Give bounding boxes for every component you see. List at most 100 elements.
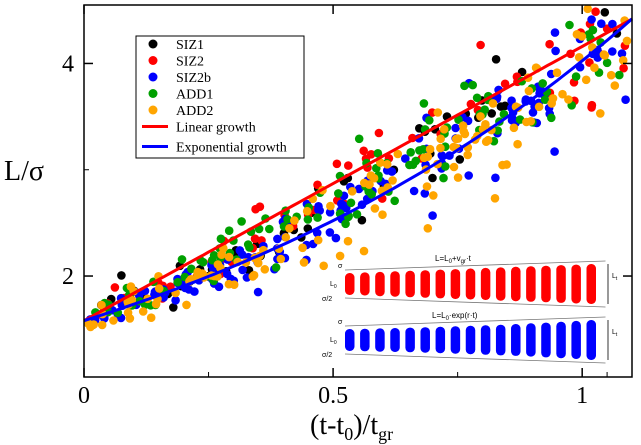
data-point-add2 bbox=[483, 135, 493, 145]
data-point-add2 bbox=[618, 56, 628, 65]
data-point-add2 bbox=[335, 251, 345, 261]
data-point-siz2b bbox=[273, 234, 282, 244]
data-point-add1 bbox=[439, 173, 448, 183]
data-point-siz2b bbox=[171, 296, 180, 305]
data-point-add2 bbox=[359, 246, 369, 256]
legend-marker-add1 bbox=[148, 89, 158, 98]
data-point-siz2 bbox=[344, 161, 353, 170]
data-point-add2 bbox=[509, 123, 519, 133]
data-point-add1 bbox=[565, 20, 574, 30]
data-point-add1 bbox=[346, 198, 356, 208]
data-point-siz2b bbox=[428, 211, 437, 220]
linear-row-L0-label: L0 bbox=[330, 281, 337, 290]
inset-linear-formula-end: ·t bbox=[466, 254, 472, 263]
legend-marker-add2 bbox=[148, 105, 158, 115]
exp-row-envelope-bottom bbox=[344, 353, 606, 364]
data-point-siz2 bbox=[250, 234, 260, 243]
data-point-add2 bbox=[524, 86, 534, 96]
exp-row-bar bbox=[450, 326, 461, 354]
legend-label-add2: ADD2 bbox=[176, 104, 213, 119]
data-point-siz2b bbox=[608, 19, 617, 29]
data-point-add2 bbox=[583, 4, 592, 14]
data-point-siz2 bbox=[332, 159, 342, 169]
data-point-add2 bbox=[125, 314, 135, 323]
data-point-add2 bbox=[319, 261, 329, 271]
exp-row-L0-sub: 0 bbox=[334, 340, 337, 346]
data-point-add2 bbox=[360, 178, 369, 188]
data-point-add1 bbox=[283, 215, 292, 224]
axis-ticks: 0 0.5 1 2 4 bbox=[62, 5, 632, 409]
inset-linear-formula-sub2: gr bbox=[461, 259, 466, 265]
data-point-add1 bbox=[615, 70, 624, 80]
data-point-add1 bbox=[367, 190, 377, 199]
legend-marker-siz2b bbox=[148, 72, 158, 82]
data-point-siz2b bbox=[325, 228, 335, 237]
data-point-siz2b bbox=[464, 171, 474, 180]
data-point-add2 bbox=[285, 224, 294, 233]
linear-row-bar bbox=[556, 265, 566, 303]
exp-row-bar bbox=[586, 320, 596, 360]
linear-row-bar bbox=[420, 270, 430, 298]
exp-row-sigma-label: σ bbox=[338, 319, 343, 326]
data-point-add1 bbox=[237, 217, 246, 226]
data-point-add1 bbox=[460, 81, 469, 91]
exp-row-bar bbox=[345, 329, 355, 351]
data-point-add2 bbox=[423, 224, 433, 233]
data-point-add2 bbox=[622, 36, 632, 46]
linear-row-bar bbox=[541, 265, 551, 303]
legend-label-siz2b: SIZ2b bbox=[176, 71, 211, 86]
data-point-siz2 bbox=[476, 40, 485, 50]
data-point-add1 bbox=[265, 224, 274, 234]
legend-label-siz2: SIZ2 bbox=[176, 55, 204, 70]
exp-row-bar bbox=[511, 324, 521, 356]
data-point-siz2 bbox=[619, 63, 628, 73]
data-point-siz2 bbox=[359, 146, 369, 156]
data-point-siz2b bbox=[551, 46, 560, 56]
data-point-siz2 bbox=[591, 7, 600, 16]
data-point-add2 bbox=[564, 95, 573, 104]
data-point-siz2b bbox=[608, 47, 617, 56]
data-point-add1 bbox=[334, 189, 343, 198]
data-point-siz1 bbox=[496, 102, 506, 111]
data-point-siz1 bbox=[600, 8, 610, 17]
data-point-add2 bbox=[182, 300, 191, 310]
x-axis-label-tail: )/t bbox=[353, 410, 378, 441]
data-point-add2 bbox=[577, 32, 587, 41]
exp-row-L0-label: L0 bbox=[330, 337, 337, 346]
data-point-add2 bbox=[213, 260, 223, 269]
inset-exp-formula-tail: ·exp(r·t) bbox=[449, 311, 478, 320]
y-axis-label: L/σ bbox=[4, 156, 44, 187]
data-point-add2 bbox=[436, 143, 445, 153]
exp-row-bar bbox=[556, 321, 566, 359]
data-point-add2 bbox=[425, 144, 435, 154]
data-point-siz2b bbox=[331, 233, 341, 243]
data-point-add1 bbox=[468, 80, 478, 90]
data-point-siz1 bbox=[487, 109, 497, 118]
exp-row-bar bbox=[495, 324, 506, 356]
legend-label-fit: Linear growth bbox=[176, 121, 256, 136]
data-point-siz1 bbox=[455, 155, 465, 164]
data-point-add2 bbox=[451, 134, 461, 144]
data-point-add1 bbox=[419, 99, 429, 108]
data-point-add1 bbox=[354, 134, 364, 144]
data-point-siz2b bbox=[314, 202, 323, 211]
exp-row-bar bbox=[571, 320, 581, 359]
data-point-siz2b bbox=[528, 108, 538, 117]
inset-exp-formula-sub: 0 bbox=[446, 316, 450, 322]
data-point-add2 bbox=[298, 243, 307, 253]
data-point-add2 bbox=[89, 320, 98, 329]
data-point-siz2 bbox=[500, 79, 510, 89]
linear-row-bar bbox=[405, 270, 415, 298]
data-point-add2 bbox=[436, 134, 446, 144]
data-point-add1 bbox=[224, 226, 234, 235]
data-point-add2 bbox=[290, 216, 299, 225]
exp-row-bar bbox=[541, 322, 551, 358]
inset-linear-formula-sub: 0 bbox=[449, 259, 453, 265]
data-point-add2 bbox=[393, 149, 403, 159]
data-point-add2 bbox=[429, 191, 438, 200]
y-tick-label: 2 bbox=[62, 264, 74, 290]
exp-row-bar bbox=[526, 323, 536, 357]
exp-row-envelope-top bbox=[344, 316, 606, 327]
x-tick-label: 0.5 bbox=[318, 383, 348, 409]
